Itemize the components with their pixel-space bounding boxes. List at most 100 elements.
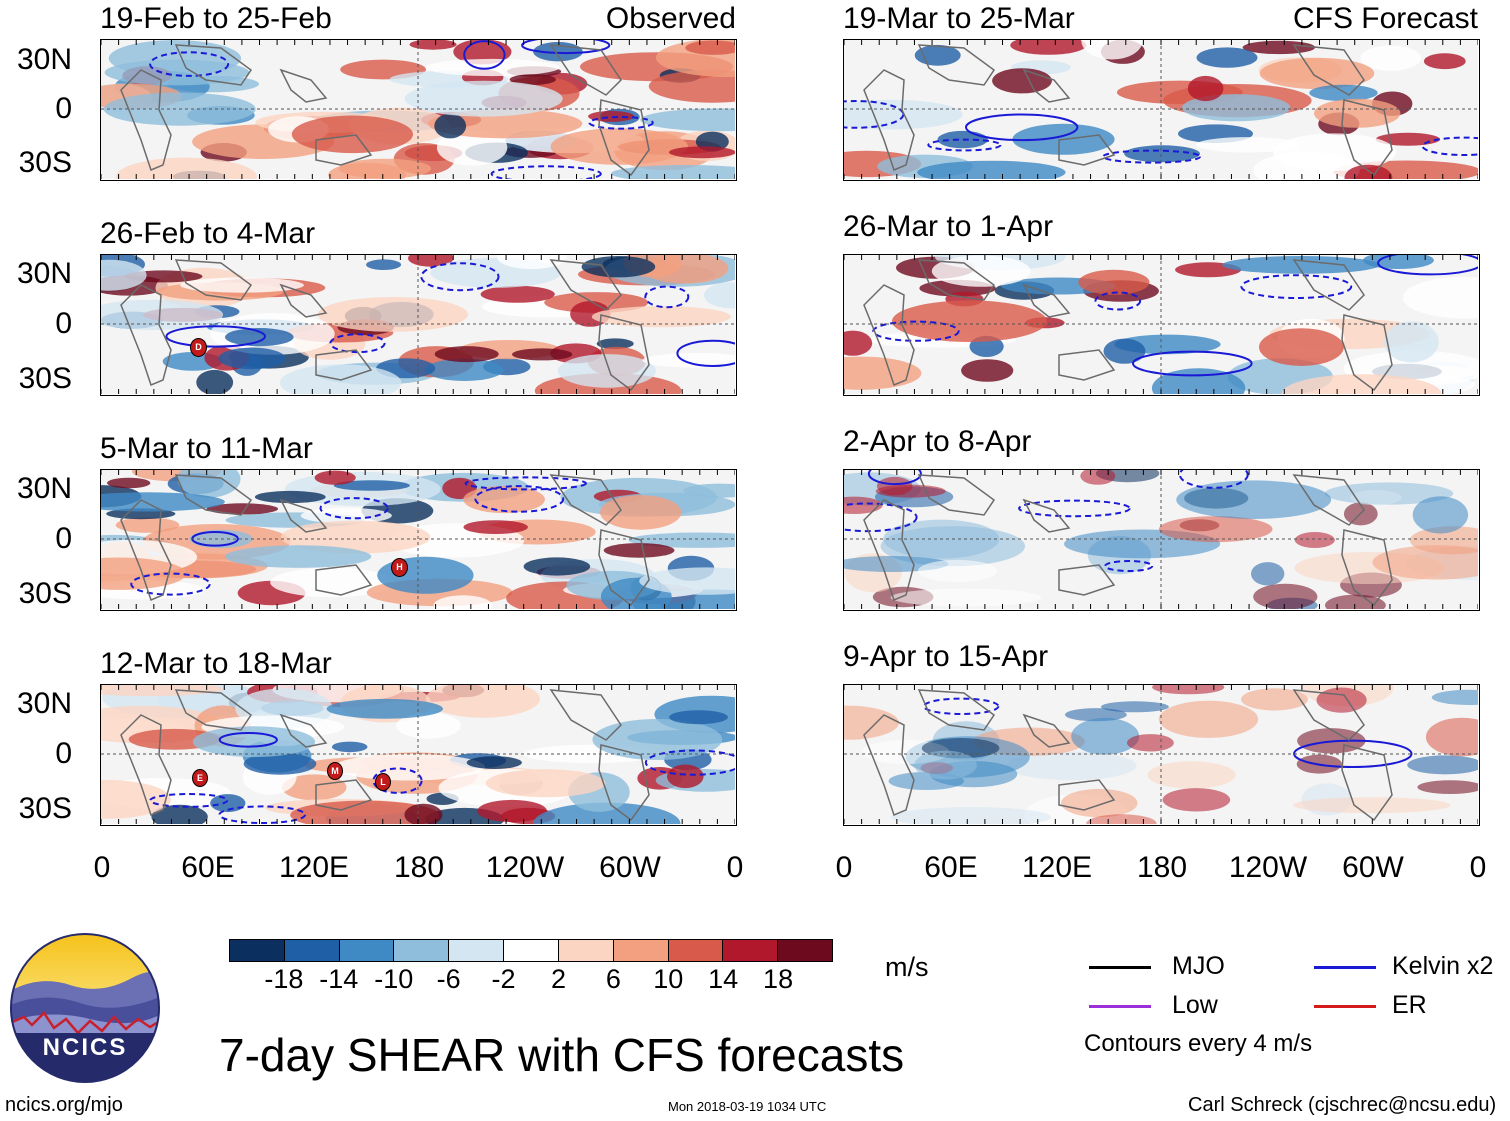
- colorbar-tick-label: -14: [319, 964, 359, 994]
- continent-outline: [174, 259, 253, 301]
- shear-anomaly-blob: [425, 358, 504, 381]
- storm-marker-d: D: [190, 338, 207, 357]
- continent-outline: [120, 284, 172, 387]
- colorbar-swatch: [503, 940, 558, 961]
- shear-anomaly-blob: [1065, 708, 1127, 722]
- continent-outline: [863, 284, 915, 387]
- continent-outline: [120, 499, 172, 602]
- shear-anomaly-blob: [196, 369, 234, 394]
- legend-label-mjo: MJO: [1172, 952, 1225, 980]
- continent-outline: [1058, 134, 1116, 166]
- continent-outline: [917, 44, 996, 86]
- panel-title-fcst-2: 26-Mar to 1-Apr: [843, 210, 1054, 243]
- continent-outline: [315, 349, 373, 381]
- continent-outline: [279, 283, 328, 318]
- shear-anomaly-blob: [101, 259, 147, 291]
- shear-anomaly-blob: [1259, 328, 1344, 366]
- shear-anomaly-blob: [300, 507, 392, 524]
- shear-anomaly-blob: [1259, 57, 1375, 89]
- shear-anomaly-blob: [844, 496, 883, 514]
- lon-label: 120E: [278, 851, 350, 884]
- continent-outline: [1022, 283, 1071, 318]
- continent-outline: [549, 474, 622, 526]
- map-panel-observed-4: [100, 684, 737, 826]
- shear-anomaly-blob: [101, 780, 171, 819]
- shear-anomaly-blob: [1423, 53, 1466, 70]
- continent-outline: [863, 499, 915, 602]
- credit: Carl Schreck (cjschrec@ncsu.edu): [1188, 1094, 1497, 1116]
- lat-label-30n: 30N: [16, 257, 72, 290]
- legend-label-low: Low: [1172, 991, 1218, 1019]
- continent-outline: [315, 134, 373, 166]
- lat-label-30s: 30S: [18, 362, 72, 395]
- continent-outline: [120, 69, 172, 172]
- shear-anomaly-blob: [550, 128, 688, 165]
- continent-outline: [549, 689, 622, 741]
- shear-anomaly-blob: [1187, 75, 1224, 102]
- colorbar-swatch: [283, 940, 339, 961]
- kelvin-contour: [420, 262, 500, 292]
- lat-label-30n: 30N: [16, 687, 72, 720]
- shear-anomaly-blob: [180, 277, 304, 293]
- shear-field: [101, 470, 735, 609]
- shear-anomaly-blob: [101, 685, 224, 697]
- continent-outline: [174, 44, 253, 86]
- shear-anomaly-blob: [210, 794, 246, 813]
- lat-label-eq: 0: [55, 522, 72, 555]
- shear-anomaly-blob: [326, 698, 443, 719]
- shear-anomaly-blob: [844, 330, 873, 356]
- shear-anomaly-blob: [485, 769, 606, 798]
- shear-anomaly-blob: [931, 255, 1031, 287]
- shear-anomaly-blob: [509, 74, 556, 85]
- colorbar: [229, 939, 833, 962]
- lon-label: 0: [1469, 851, 1487, 884]
- continent-outline: [279, 68, 328, 103]
- continent-outline: [863, 714, 915, 817]
- ncics-logo: NCICS: [10, 933, 160, 1083]
- colorbar-tick-label: 10: [653, 964, 684, 994]
- continent-outline: [120, 714, 172, 817]
- shear-anomaly-blob: [477, 799, 547, 823]
- shear-anomaly-blob: [639, 567, 735, 595]
- colorbar-tick-label: 18: [763, 964, 794, 994]
- legend-label-kelvin: Kelvin x2: [1392, 952, 1494, 980]
- shear-anomaly-blob: [1251, 562, 1285, 586]
- shear-anomaly-blob: [961, 359, 1014, 382]
- shear-anomaly-blob: [1086, 814, 1157, 824]
- shear-anomaly-blob: [1316, 687, 1367, 713]
- lat-label-eq: 0: [55, 737, 72, 770]
- lon-label: 0: [726, 851, 744, 884]
- continent-outline: [1022, 713, 1071, 748]
- shear-field: [101, 255, 735, 394]
- panel-title-fcst-4: 9-Apr to 15-Apr: [843, 640, 1049, 673]
- shear-anomaly-blob: [1417, 780, 1478, 794]
- lon-label: 180: [1136, 851, 1188, 884]
- continent-outline: [315, 779, 373, 811]
- shear-anomaly-blob: [396, 712, 461, 739]
- shear-anomaly-blob: [611, 165, 735, 179]
- shear-anomaly-blob: [890, 588, 1042, 607]
- panel-title-fcst-1: 19-Mar to 25-Mar: [843, 2, 1075, 35]
- shear-anomaly-blob: [1147, 761, 1236, 789]
- legend-line-kelvin: [1314, 966, 1376, 969]
- shear-anomaly-blob: [1314, 98, 1401, 128]
- panel-title-fcst-3: 2-Apr to 8-Apr: [843, 425, 1032, 458]
- kelvin-contour: [1421, 136, 1478, 156]
- shear-anomaly-blob: [557, 354, 656, 388]
- lat-label-30s: 30S: [18, 792, 72, 825]
- kelvin-contour: [1377, 255, 1478, 276]
- continent-outline: [279, 713, 328, 748]
- lon-label: 0: [93, 851, 111, 884]
- shear-anomaly-blob: [648, 69, 735, 103]
- shear-anomaly-blob: [642, 255, 729, 284]
- shear-anomaly-blob: [1196, 47, 1258, 68]
- shear-anomaly-blob: [1253, 583, 1318, 609]
- lon-label: 60E: [181, 851, 235, 884]
- shear-anomaly-blob: [1176, 480, 1332, 519]
- map-panel-forecast-3: [843, 469, 1480, 611]
- continent-outline: [917, 474, 996, 516]
- colorbar-swatch: [722, 940, 778, 961]
- colorbar-tick-label: -6: [436, 964, 461, 994]
- shear-anomaly-blob: [669, 710, 728, 725]
- shear-anomaly-blob: [480, 285, 555, 303]
